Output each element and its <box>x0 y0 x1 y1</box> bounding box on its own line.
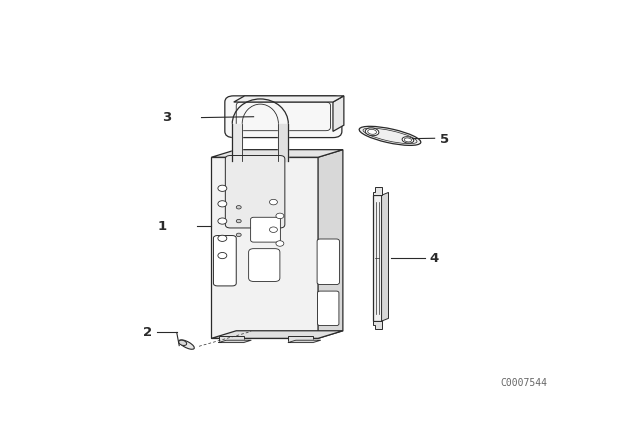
Bar <box>289 336 313 342</box>
Circle shape <box>236 220 241 223</box>
Circle shape <box>218 218 227 224</box>
Text: 4: 4 <box>429 252 439 265</box>
Text: 1: 1 <box>157 220 167 233</box>
Ellipse shape <box>179 340 195 349</box>
Ellipse shape <box>359 126 421 146</box>
Text: 2: 2 <box>143 326 152 339</box>
FancyBboxPatch shape <box>317 239 339 284</box>
Bar <box>211 157 318 338</box>
Circle shape <box>236 206 241 209</box>
FancyBboxPatch shape <box>249 249 280 281</box>
Polygon shape <box>219 340 251 342</box>
Ellipse shape <box>365 128 379 136</box>
Ellipse shape <box>402 137 413 143</box>
Circle shape <box>218 253 227 258</box>
Ellipse shape <box>368 129 376 134</box>
Text: 3: 3 <box>163 111 172 124</box>
Polygon shape <box>333 96 344 131</box>
FancyBboxPatch shape <box>225 96 342 138</box>
Text: C0007544: C0007544 <box>500 378 547 388</box>
FancyBboxPatch shape <box>251 217 280 242</box>
Polygon shape <box>318 150 343 338</box>
Polygon shape <box>211 150 343 157</box>
FancyBboxPatch shape <box>225 155 285 228</box>
Circle shape <box>218 235 227 241</box>
Ellipse shape <box>404 138 412 142</box>
Polygon shape <box>234 96 344 102</box>
Circle shape <box>236 233 241 237</box>
Circle shape <box>218 185 227 191</box>
Circle shape <box>276 241 284 246</box>
Polygon shape <box>381 193 388 321</box>
Polygon shape <box>278 124 289 161</box>
Polygon shape <box>372 186 381 195</box>
Circle shape <box>276 213 284 219</box>
Circle shape <box>269 227 277 233</box>
Polygon shape <box>232 124 242 161</box>
Polygon shape <box>211 331 343 338</box>
Ellipse shape <box>179 340 187 345</box>
Circle shape <box>218 201 227 207</box>
Bar <box>372 195 381 321</box>
Polygon shape <box>372 321 381 329</box>
Circle shape <box>269 199 277 205</box>
Bar <box>219 336 244 342</box>
FancyBboxPatch shape <box>317 291 339 326</box>
Polygon shape <box>289 340 321 342</box>
FancyBboxPatch shape <box>213 236 236 286</box>
Text: 5: 5 <box>440 133 449 146</box>
